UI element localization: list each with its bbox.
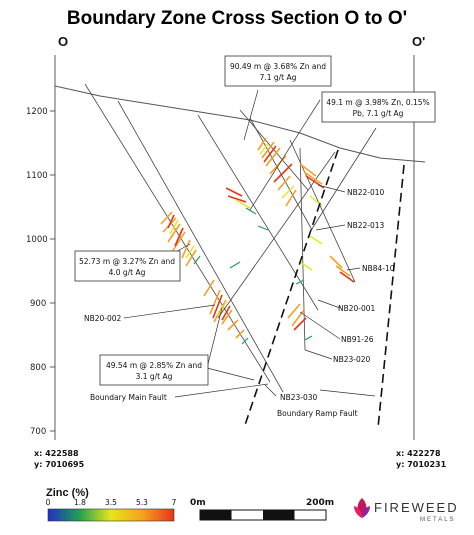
legend-color-bar: [47, 508, 175, 522]
svg-text:49.1 m @ 3.98% Zn, 0.15%: 49.1 m @ 3.98% Zn, 0.15%: [326, 98, 429, 107]
section-end-label: O': [412, 34, 425, 49]
elevation-tick-label: 1200: [26, 107, 48, 117]
fireweed-logo: FIREWEED METALS: [354, 498, 459, 523]
trace-nb23-020: [299, 147, 306, 351]
page-title: Boundary Zone Cross Section O to O': [67, 8, 407, 29]
fault-label-ramp: Boundary Ramp Fault: [277, 409, 358, 418]
svg-text:3.1 g/t Ag: 3.1 g/t Ag: [136, 372, 173, 381]
legend-tick: 0: [46, 498, 51, 507]
drillhole-label: NB23-020: [333, 355, 371, 364]
coord-right-x: x: 422278: [396, 449, 441, 458]
topography-line: [54, 85, 426, 163]
legend-tick: 3.5: [105, 498, 117, 507]
trace-nb20-001: [197, 114, 319, 311]
svg-text:52.73 m @ 3.27% Zn and: 52.73 m @ 3.27% Zn and: [79, 257, 175, 266]
legend-tick: 7: [172, 498, 177, 507]
drillhole-label: NB20-002: [84, 314, 122, 323]
fireweed-logo-icon: [354, 498, 370, 518]
drillhole-traces: [84, 83, 356, 393]
legend-tick: 5.3: [136, 498, 148, 507]
svg-text:49.54 m @ 2.85% Zn and: 49.54 m @ 2.85% Zn and: [106, 361, 202, 370]
coord-left-x: x: 422588: [34, 449, 79, 458]
fault-lines: [243, 149, 405, 429]
drillhole-label: NB84-10: [362, 264, 395, 273]
trace-nb23-030: [117, 100, 284, 393]
callout-box: 49.1 m @ 3.98% Zn, 0.15% Pb, 7.1 g/t Ag: [321, 91, 436, 123]
coord-right-y: y: 7010231: [396, 460, 447, 469]
elevation-axis: 1200 1100 1000 900 800 700: [26, 107, 55, 437]
svg-text:4.0 g/t Ag: 4.0 g/t Ag: [109, 268, 146, 277]
svg-text:90.49 m @ 3.68% Zn and: 90.49 m @ 3.68% Zn and: [230, 62, 326, 71]
fault-label-main: Boundary Main Fault: [90, 393, 167, 402]
legend-title: Zinc (%): [46, 487, 89, 499]
callout-box: 90.49 m @ 3.68% Zn and 7.1 g/t Ag: [224, 55, 332, 87]
drillhole-label: NB91-26: [341, 335, 374, 344]
trace-nb91-26: [217, 151, 336, 319]
elevation-tick-label: 1000: [26, 235, 48, 245]
svg-text:7.1 g/t Ag: 7.1 g/t Ag: [260, 73, 297, 82]
elevation-tick-label: 1100: [26, 171, 48, 181]
coord-left-y: y: 7010695: [34, 460, 85, 469]
drillhole-label: NB20-001: [338, 304, 376, 313]
elevation-tick-label: 800: [30, 363, 46, 373]
svg-text:Pb, 7.1 g/t Ag: Pb, 7.1 g/t Ag: [353, 109, 404, 118]
scale-bar: 0m 200m: [190, 498, 334, 521]
zinc-legend: Zinc (%) 0 1.8 3.5 5.3 7: [46, 487, 177, 522]
callout-box: 49.54 m @ 2.85% Zn and 3.1 g/t Ag: [99, 354, 209, 386]
boundary-ramp-fault-line: [377, 164, 405, 429]
elevation-tick-label: 900: [30, 299, 46, 309]
scale-start-label: 0m: [190, 498, 206, 508]
callout-leaders: [123, 89, 377, 398]
elevation-tick-label: 700: [30, 427, 46, 437]
legend-tick: 1.8: [74, 498, 86, 507]
logo-sub: METALS: [420, 517, 456, 523]
callout-box: 52.73 m @ 3.27% Zn and 4.0 g/t Ag: [74, 250, 181, 282]
drillhole-label: NB22-013: [347, 221, 385, 230]
drillhole-label: NB23-030: [280, 393, 318, 402]
drillhole-label: NB22-010: [347, 188, 385, 197]
trace-nb20-002: [84, 83, 271, 383]
boundary-main-fault-line: [243, 149, 339, 429]
scale-end-label: 200m: [306, 498, 334, 508]
zinc-grade-bars: [160, 137, 355, 345]
section-start-label: O: [58, 34, 68, 49]
logo-name: FIREWEED: [374, 500, 459, 515]
drillhole-labels: NB22-010 NB22-013 NB84-10 NB20-001 NB91-…: [84, 188, 395, 402]
